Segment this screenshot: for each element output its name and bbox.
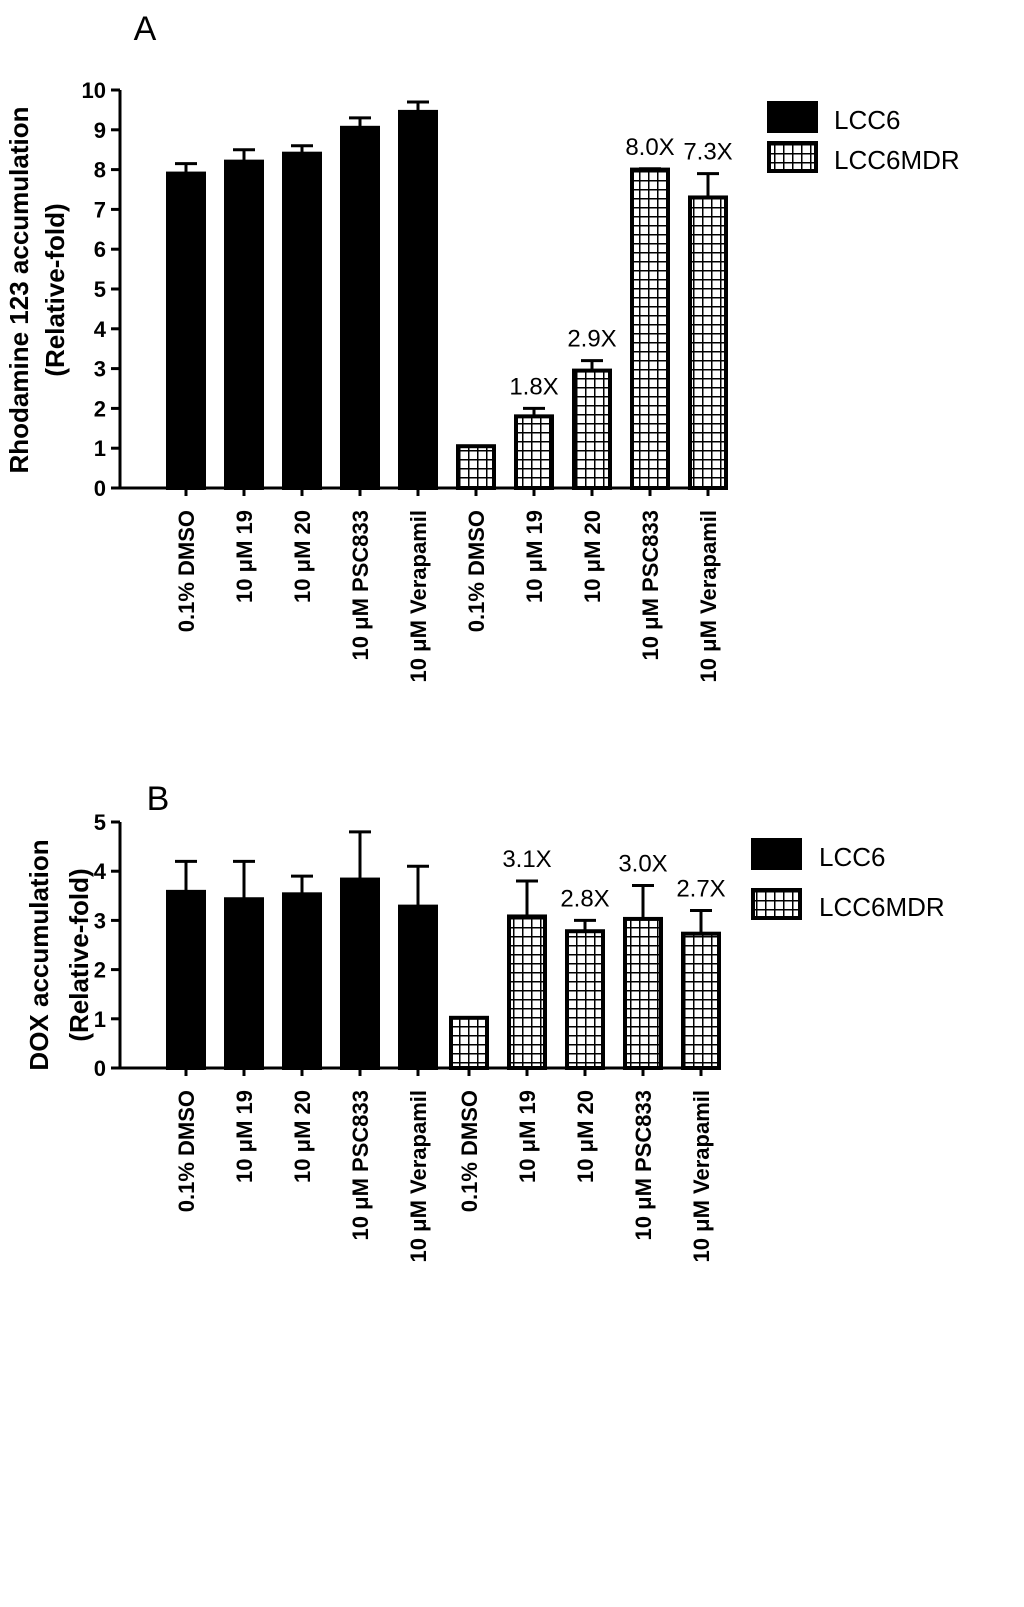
- bar-lcc6-5: [398, 904, 438, 1071]
- y-tick-label: 8: [94, 158, 106, 183]
- bar-lcc6mdr-2: [514, 414, 554, 490]
- bar-lcc6-1: [166, 889, 206, 1071]
- bar-lcc6mdr-5: [688, 195, 728, 491]
- y-tick-label: 5: [94, 277, 106, 302]
- panel-letter: A: [134, 10, 157, 48]
- bar-lcc6mdr-5: [681, 931, 721, 1071]
- y-axis-label: DOX accumulation: [24, 839, 54, 1070]
- y-tick-label: 10: [82, 78, 106, 103]
- x-tick-label: 10 μM PSC833: [348, 1090, 373, 1240]
- x-tick-label: 10 μM 19: [515, 1090, 540, 1183]
- y-tick-label: 2: [94, 396, 106, 421]
- bar-lcc6-4: [340, 125, 380, 490]
- x-tick-label: 10 μM 19: [232, 510, 257, 603]
- fold-change-label: 2.7X: [676, 876, 725, 903]
- bar-lcc6mdr-3: [572, 368, 612, 490]
- bar-lcc6-5: [398, 109, 438, 490]
- y-tick-label: 4: [94, 317, 107, 342]
- x-tick-label: 10 μM 20: [580, 510, 605, 603]
- legend-label: LCC6MDR: [834, 145, 960, 175]
- x-tick-label: 10 μM 20: [290, 510, 315, 603]
- y-tick-label: 0: [94, 1056, 106, 1081]
- x-tick-label: 10 μM PSC833: [638, 510, 663, 660]
- panel-b-chart: B DOX accumulation (Relative-fold)0 1 2 3 4 5 0.…: [24, 780, 945, 1262]
- fold-change-label: 1.8X: [509, 373, 558, 400]
- fold-change-label: 2.8X: [560, 885, 609, 912]
- bar-lcc6mdr-3: [565, 929, 605, 1070]
- y-tick-label: 2: [94, 958, 106, 983]
- bar-lcc6mdr-1: [456, 444, 496, 490]
- fold-change-label: 2.9X: [567, 326, 616, 353]
- x-tick-label: 0.1% DMSO: [464, 510, 489, 632]
- y-tick-label: 5: [94, 810, 106, 835]
- bar-lcc6mdr-4: [630, 167, 670, 490]
- x-tick-label: 10 μM 19: [522, 510, 547, 603]
- x-tick-label: 10 μM Verapamil: [689, 1090, 714, 1262]
- legend-label: LCC6: [819, 842, 885, 872]
- legend-swatch-lcc6mdr: [751, 888, 802, 920]
- x-tick-label: 10 μM PSC833: [631, 1090, 656, 1240]
- y-tick-label: 7: [94, 197, 106, 222]
- fold-change-label: 7.3X: [683, 139, 732, 166]
- bar-lcc6-3: [282, 892, 322, 1070]
- y-tick-label: 3: [94, 357, 106, 382]
- legend-swatch-lcc6: [767, 101, 818, 133]
- panel-letter: B: [147, 780, 170, 818]
- bar-lcc6-2: [224, 159, 264, 490]
- y-tick-label: 4: [94, 859, 107, 884]
- y-tick-label: 3: [94, 908, 106, 933]
- legend-label: LCC6: [834, 105, 900, 135]
- y-axis-label: Rhodamine 123 accumulation: [4, 107, 34, 474]
- fold-change-label: 3.0X: [618, 850, 667, 877]
- y-tick-label: 6: [94, 237, 106, 262]
- bar-lcc6-2: [224, 897, 264, 1071]
- x-tick-label: 10 μM PSC833: [348, 510, 373, 660]
- x-tick-label: 10 μM 20: [290, 1090, 315, 1183]
- legend-swatch-lcc6: [751, 838, 802, 870]
- x-tick-label: 10 μM 20: [573, 1090, 598, 1183]
- x-tick-label: 10 μM Verapamil: [696, 510, 721, 682]
- y-tick-label: 9: [94, 118, 106, 143]
- bar-lcc6-4: [340, 877, 380, 1071]
- bar-lcc6mdr-4: [623, 916, 663, 1071]
- x-tick-label: 10 μM Verapamil: [406, 1090, 431, 1262]
- fold-change-label: 8.0X: [625, 134, 674, 161]
- bar-lcc6-1: [166, 171, 206, 491]
- x-tick-label: 10 μM Verapamil: [406, 510, 431, 682]
- panel-a-chart: A Rhodamine 123 accumulation (Relative-fol…: [4, 10, 960, 682]
- fold-change-label: 3.1X: [502, 846, 551, 873]
- x-tick-label: 0.1% DMSO: [174, 1090, 199, 1212]
- x-tick-label: 0.1% DMSO: [457, 1090, 482, 1212]
- y-axis-label: (Relative-fold): [40, 203, 70, 376]
- legend-swatch-lcc6mdr: [767, 141, 818, 173]
- bar-lcc6mdr-1: [449, 1015, 489, 1070]
- bar-lcc6-3: [282, 151, 322, 490]
- x-tick-label: 10 μM 19: [232, 1090, 257, 1183]
- x-tick-label: 0.1% DMSO: [174, 510, 199, 632]
- y-axis-label: (Relative-fold): [64, 868, 94, 1041]
- y-tick-label: 1: [94, 1007, 106, 1032]
- legend-label: LCC6MDR: [819, 892, 945, 922]
- y-tick-label: 0: [94, 476, 106, 501]
- y-tick-label: 1: [94, 436, 106, 461]
- bar-lcc6mdr-2: [507, 914, 547, 1070]
